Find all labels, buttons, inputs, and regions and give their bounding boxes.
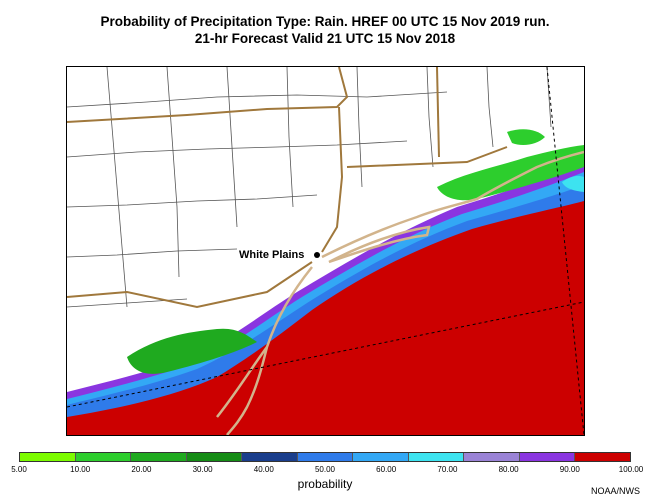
map-panel: White Plains bbox=[66, 66, 585, 436]
credit-label: NOAA/NWS bbox=[590, 486, 640, 496]
city-marker bbox=[314, 252, 320, 258]
county-borders bbox=[67, 67, 552, 308]
colorbar-tick-label: 5.00 bbox=[11, 465, 27, 474]
colorbar-swatch-10 bbox=[575, 453, 631, 461]
colorbar-tick-label: 70.00 bbox=[437, 465, 458, 474]
colorbar-tick-label: 90.00 bbox=[559, 465, 580, 474]
colorbar-tick-label: 10.00 bbox=[70, 465, 91, 474]
colorbar-swatch-6 bbox=[353, 453, 409, 461]
colorbar-tick-label: 30.00 bbox=[192, 465, 213, 474]
colorbar-swatch-0 bbox=[20, 453, 76, 461]
colorbar-tick-label: 20.00 bbox=[131, 465, 152, 474]
colorbar bbox=[19, 452, 631, 462]
coastline bbox=[216, 150, 584, 435]
colorbar-tick-label: 80.00 bbox=[498, 465, 519, 474]
colorbar-swatch-5 bbox=[297, 453, 354, 461]
colorbar-swatch-9 bbox=[519, 453, 576, 461]
colorbar-swatch-3 bbox=[186, 453, 243, 461]
chart-title-line-2: 21-hr Forecast Valid 21 UTC 15 Nov 2018 bbox=[194, 31, 456, 46]
colorbar-tick-label: 50.00 bbox=[314, 465, 336, 474]
chart-title-line-1: Probability of Precipitation Type: Rain.… bbox=[100, 14, 550, 29]
colorbar-swatch-2 bbox=[131, 453, 187, 461]
colorbar-swatch-8 bbox=[464, 453, 520, 461]
lat-lon-grid bbox=[67, 67, 584, 435]
colorbar-swatch-7 bbox=[408, 453, 465, 461]
probability-fill bbox=[67, 129, 584, 435]
colorbar-swatch-4 bbox=[242, 453, 298, 461]
colorbar-swatch-1 bbox=[75, 453, 132, 461]
state-borders bbox=[67, 67, 508, 309]
colorbar-tick-label: 40.00 bbox=[253, 465, 274, 474]
colorbar-label: probability bbox=[297, 477, 353, 491]
precipitation-map bbox=[67, 67, 584, 435]
colorbar-tick-label: 60.00 bbox=[376, 465, 397, 474]
colorbar-tick-label: 100.00 bbox=[618, 465, 644, 474]
city-label: White Plains bbox=[239, 249, 305, 261]
